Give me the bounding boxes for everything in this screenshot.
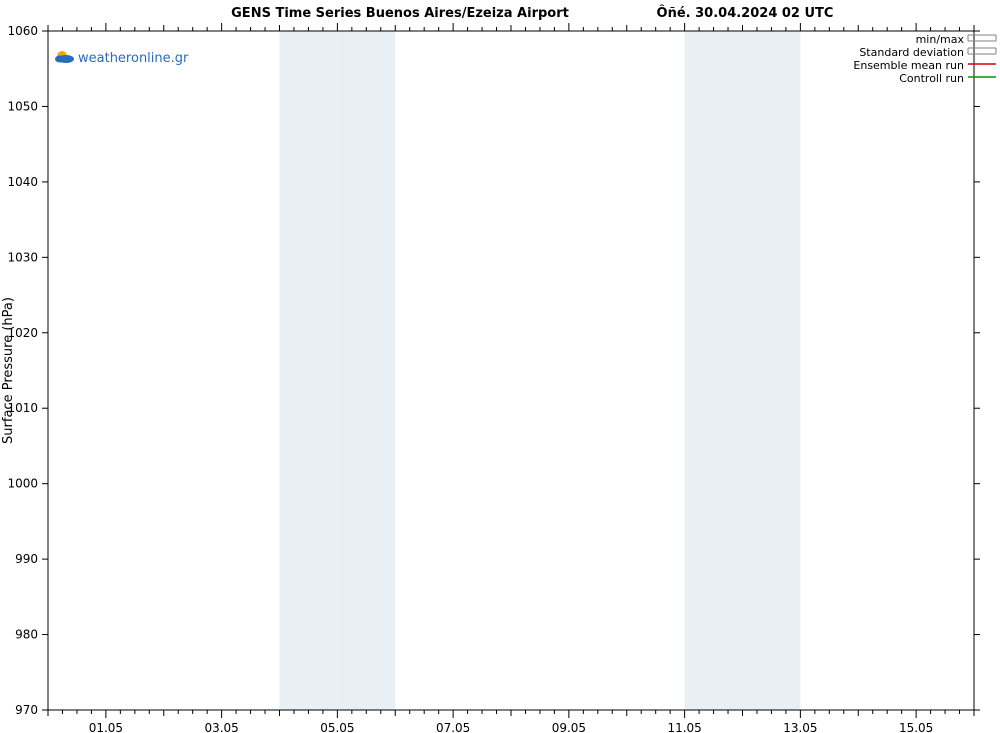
chart-title-left: GENS Time Series Buenos Aires/Ezeiza Air… — [231, 6, 569, 21]
x-tick-label: 03.05 — [204, 721, 238, 733]
x-tick-label: 11.05 — [667, 721, 701, 733]
y-tick-label: 980 — [15, 628, 38, 642]
y-tick-label: 1060 — [7, 24, 38, 38]
weekend-band — [743, 31, 801, 710]
watermark: weatheronline.gr — [55, 51, 189, 66]
watermark-cloud-icon — [55, 56, 65, 63]
legend-label: Controll run — [899, 72, 964, 85]
legend-label: Standard deviation — [859, 46, 964, 59]
x-tick-label: 05.05 — [320, 721, 354, 733]
y-tick-label: 970 — [15, 703, 38, 717]
y-tick-label: 1040 — [7, 175, 38, 189]
x-axis: 01.05 03.05 05.05 07.05 09.05 11.05 13.05 15.05 — [48, 23, 974, 733]
x-tick-label: 07.05 — [436, 721, 470, 733]
plot-border — [48, 31, 974, 710]
legend-label: Ensemble mean run — [853, 59, 964, 72]
y-tick-label: 1000 — [7, 477, 38, 491]
y-tick-label: 1050 — [7, 99, 38, 113]
y-tick-label: 990 — [15, 552, 38, 566]
x-tick-label: 13.05 — [783, 721, 817, 733]
legend: min/maxStandard deviationEnsemble mean r… — [853, 33, 996, 85]
chart-title-right: Ôñé. 30.04.2024 02 UTC — [657, 5, 834, 21]
y-axis: 9709809901000101010201030104010501060 — [7, 24, 980, 717]
weekend-bands — [280, 31, 801, 710]
x-tick-label: 09.05 — [552, 721, 586, 733]
chart-svg: 970980990100010101020103010401050106001.… — [0, 0, 1000, 733]
x-tick-label: 15.05 — [899, 721, 933, 733]
weekend-band — [685, 31, 743, 710]
y-axis-label: Surface Pressure (hPa) — [1, 297, 16, 444]
chart-container: 970980990100010101020103010401050106001.… — [0, 0, 1000, 733]
weekend-band — [280, 31, 338, 710]
legend-label: min/max — [916, 33, 965, 46]
weekend-band — [337, 31, 395, 710]
x-tick-label: 01.05 — [89, 721, 123, 733]
watermark-text: weatheronline.gr — [78, 51, 189, 66]
y-tick-label: 1030 — [7, 250, 38, 264]
